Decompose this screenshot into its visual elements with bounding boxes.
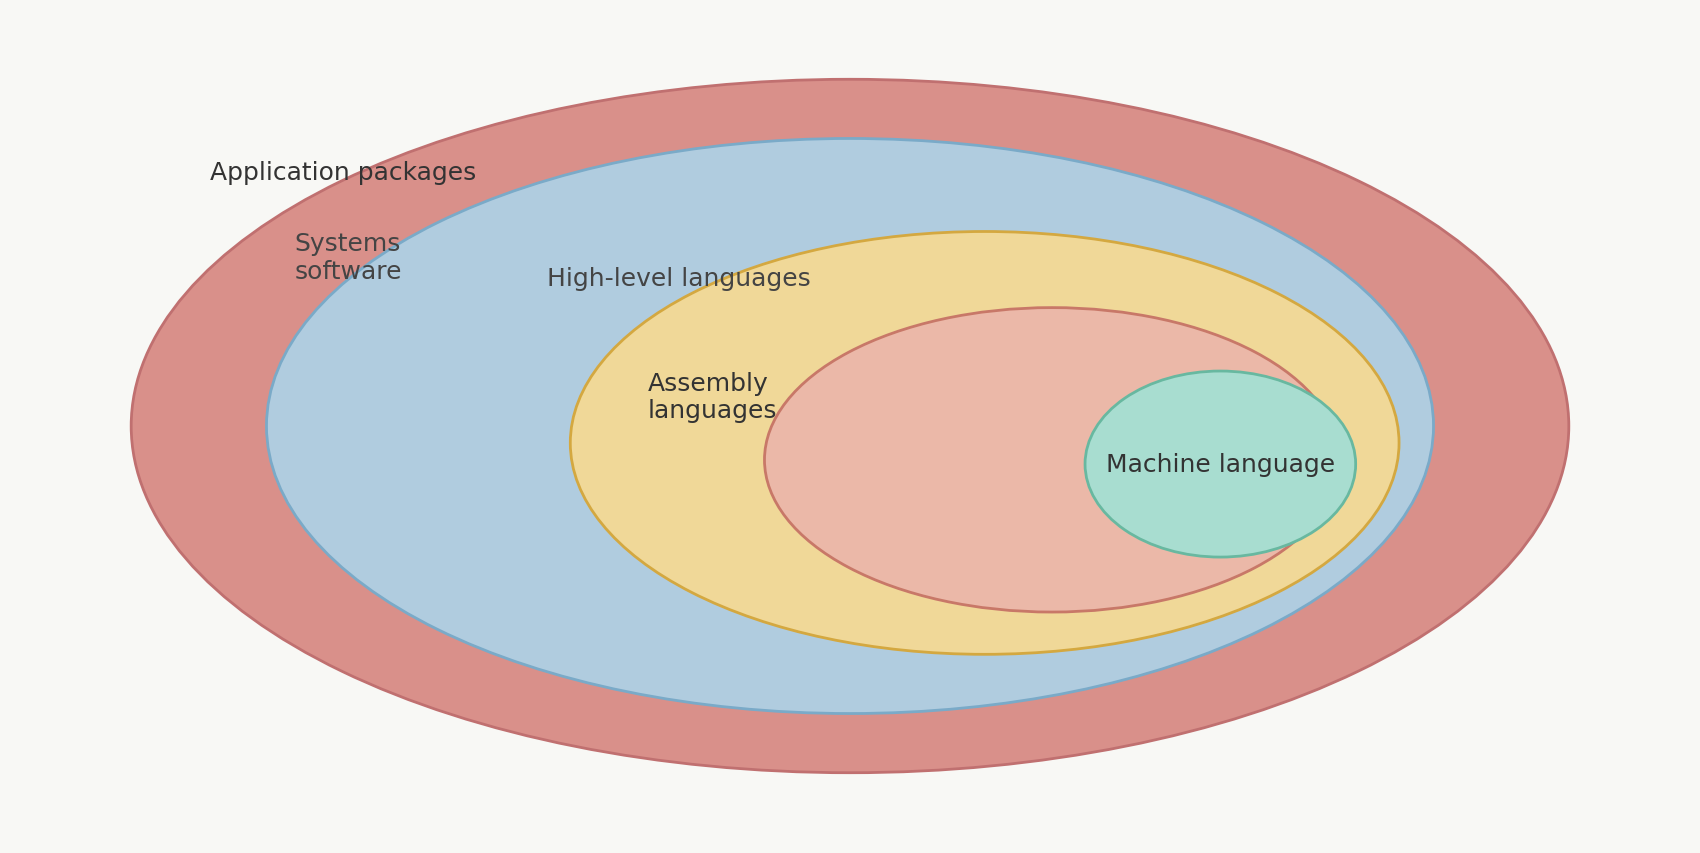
Text: Machine language: Machine language: [1105, 453, 1334, 477]
Ellipse shape: [765, 308, 1340, 612]
Ellipse shape: [131, 80, 1569, 773]
Text: Application packages: Application packages: [211, 161, 476, 185]
Ellipse shape: [570, 232, 1399, 654]
Ellipse shape: [1085, 372, 1355, 557]
Text: Systems
software: Systems software: [294, 232, 401, 283]
Ellipse shape: [267, 139, 1433, 714]
Text: High-level languages: High-level languages: [547, 267, 811, 291]
Text: Assembly
languages: Assembly languages: [648, 371, 777, 423]
